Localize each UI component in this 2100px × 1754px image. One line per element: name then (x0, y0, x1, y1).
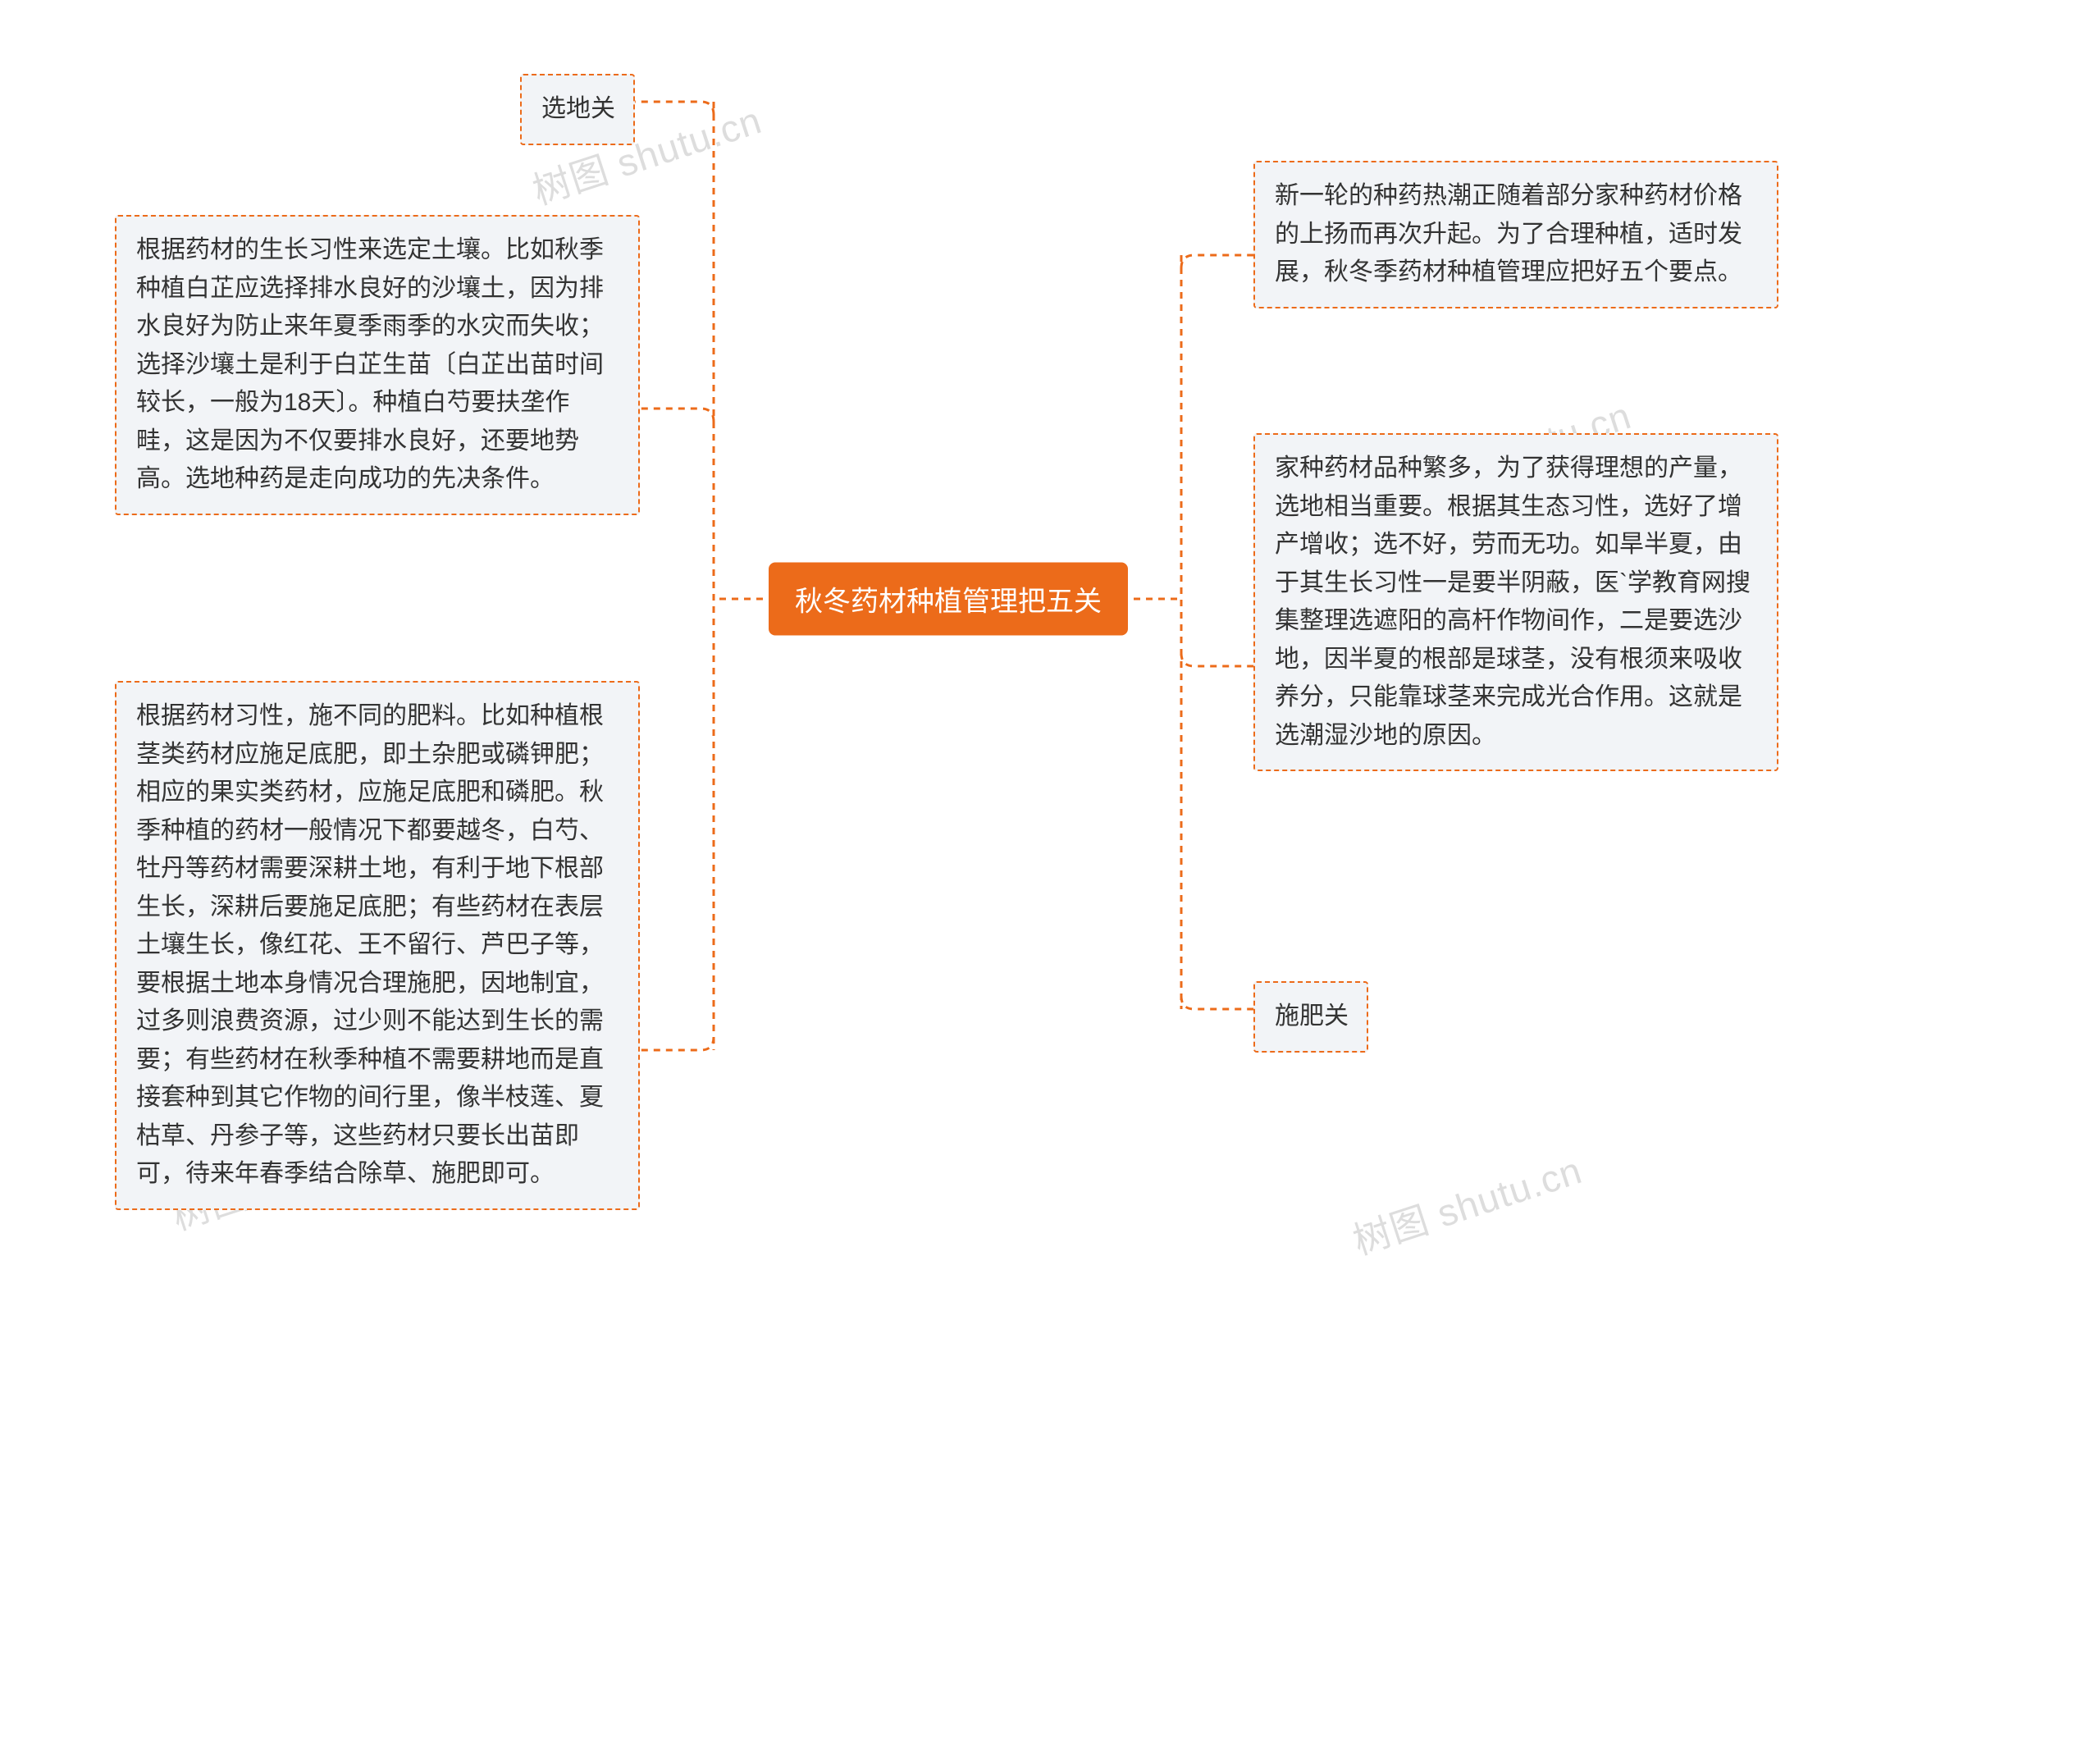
node-r2: 家种药材品种繁多，为了获得理想的产量，选地相当重要。根据其生态习性，选好了增产增… (1253, 433, 1778, 771)
connector (1181, 653, 1253, 666)
connector (640, 1037, 714, 1050)
watermark: 树图 shutu.cn (1345, 1140, 1588, 1265)
connector (635, 102, 714, 115)
node-l1: 选地关 (520, 74, 635, 145)
node-r1: 新一轮的种药热潮正随着部分家种药材价格的上扬而再次升起。为了合理种植，适时发展，… (1253, 161, 1778, 308)
connector (1181, 255, 1253, 268)
mindmap-stage: 树图 shutu.cn树图 shutu.cn树图 shutu.cn树图 shut… (0, 0, 2100, 1754)
node-l2: 根据药材的生长习性来选定土壤。比如秋季种植白芷应选择排水良好的沙壤土，因为排水良… (115, 215, 640, 515)
node-r3: 施肥关 (1253, 981, 1368, 1053)
node-l3: 根据药材习性，施不同的肥料。比如种植根茎类药材应施足底肥，即土杂肥或磷钾肥；相应… (115, 681, 640, 1210)
connector (640, 409, 714, 422)
center-node: 秋冬药材种植管理把五关 (769, 563, 1128, 636)
connector (1181, 996, 1253, 1009)
